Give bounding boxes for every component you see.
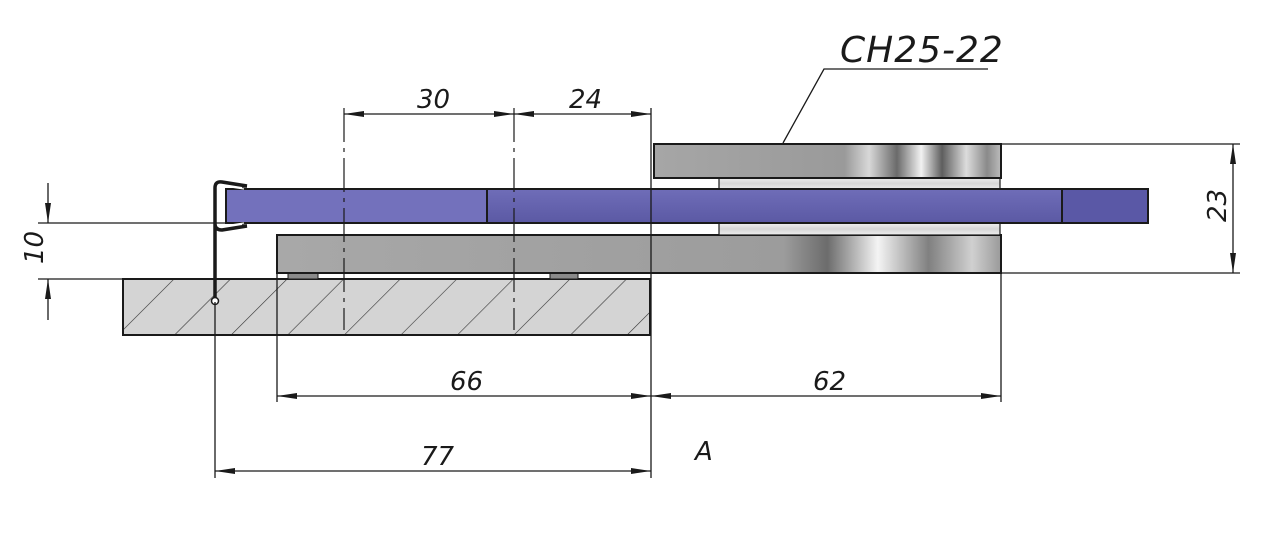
spacer-lower (718, 222, 1001, 236)
callout-label: CH25-22 (840, 30, 1004, 71)
dim-text-66: 66 (450, 367, 483, 397)
upper-clamp-plate (653, 143, 1002, 179)
dim-text-30: 30 (417, 85, 450, 115)
glass-panel-left (225, 188, 488, 224)
callout-leader (782, 68, 988, 144)
dim-text-24: 24 (569, 85, 602, 115)
glass-panel-end (1061, 188, 1149, 224)
dim-text-62: 62 (813, 367, 846, 397)
lower-clamp-plate (276, 234, 1002, 274)
wall-section (122, 278, 651, 336)
dim-text-23: 23 (1203, 189, 1233, 222)
glass-panel-right (486, 188, 1063, 224)
view-label: A (693, 437, 713, 467)
seal-profile-inner (218, 185, 245, 227)
seal-profile (213, 180, 248, 298)
dim-text-77: 77 (421, 442, 455, 472)
dim-text-10: 10 (20, 231, 50, 264)
